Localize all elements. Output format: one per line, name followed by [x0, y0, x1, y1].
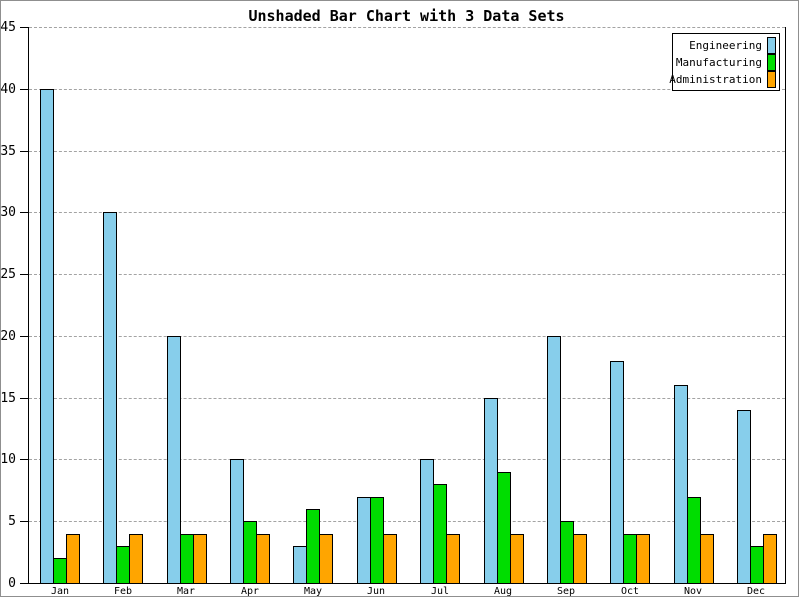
y-tick-0: [20, 583, 28, 584]
y-tick-label-45: 45: [0, 20, 16, 35]
bar-administration-may: [319, 533, 333, 584]
y-tick-25: [20, 274, 28, 276]
right-frame-line: [785, 27, 786, 583]
bar-administration-aug: [510, 533, 524, 584]
y-axis-line: [28, 27, 29, 583]
x-tick-label-dec: Dec: [746, 586, 766, 597]
bar-manufacturing-sep: [560, 521, 574, 584]
y-tick-label-40: 40: [0, 81, 16, 97]
y-gridline-45: [29, 27, 785, 28]
y-gridline-20: [29, 335, 785, 337]
y-tick-10: [20, 459, 28, 461]
bar-manufacturing-mar: [180, 533, 194, 584]
legend-row-engineering: Engineering: [676, 37, 776, 54]
bar-administration-jul: [446, 533, 460, 584]
bar-manufacturing-aug: [497, 471, 511, 584]
bar-engineering-feb: [103, 212, 117, 584]
y-tick-label-30: 30: [0, 205, 16, 221]
y-gridline-30: [29, 212, 785, 214]
bar-administration-jan: [66, 533, 80, 584]
x-tick-label-jan: Jan: [50, 586, 70, 597]
x-tick-label-may: May: [303, 586, 323, 597]
x-axis-line: [28, 583, 786, 584]
x-tick-label-jul: Jul: [430, 586, 450, 597]
y-tick-label-0: 0: [8, 576, 16, 591]
bar-administration-feb: [129, 533, 143, 584]
bar-engineering-dec: [737, 410, 751, 584]
bar-manufacturing-feb: [116, 545, 130, 584]
bar-engineering-aug: [484, 397, 498, 584]
bar-administration-dec: [763, 533, 777, 584]
y-tick-label-25: 25: [0, 267, 16, 283]
y-tick-label-10: 10: [0, 452, 16, 468]
bar-administration-apr: [256, 533, 270, 584]
bar-manufacturing-nov: [687, 496, 701, 584]
bar-manufacturing-may: [306, 508, 320, 584]
y-gridline-15: [29, 397, 785, 399]
x-tick-label-feb: Feb: [113, 586, 133, 597]
bar-engineering-mar: [167, 335, 181, 584]
bar-engineering-nov: [674, 385, 688, 584]
legend-label-engineering: Engineering: [689, 39, 762, 52]
y-tick-30: [20, 212, 28, 214]
bar-manufacturing-apr: [243, 521, 257, 584]
x-tick-label-nov: Nov: [683, 586, 703, 597]
y-tick-45: [20, 27, 28, 28]
y-tick-label-20: 20: [0, 328, 16, 344]
y-tick-label-15: 15: [0, 390, 16, 406]
x-tick-label-jun: Jun: [366, 586, 386, 597]
y-gridline-5: [29, 521, 785, 523]
chart-title: Unshaded Bar Chart with 3 Data Sets: [248, 7, 565, 25]
bar-engineering-jul: [420, 459, 434, 584]
x-tick-label-oct: Oct: [620, 586, 640, 597]
bar-administration-sep: [573, 533, 587, 584]
x-tick-label-sep: Sep: [556, 586, 576, 597]
bar-administration-mar: [193, 533, 207, 584]
bar-engineering-jun: [357, 496, 371, 584]
bar-manufacturing-jul: [433, 484, 447, 584]
bar-engineering-oct: [610, 360, 624, 584]
bar-engineering-jan: [40, 88, 54, 584]
y-tick-15: [20, 397, 28, 399]
bar-engineering-may: [293, 545, 307, 584]
bar-engineering-sep: [547, 335, 561, 584]
legend-swatch-administration: [767, 71, 776, 88]
y-tick-40: [20, 88, 28, 90]
bar-manufacturing-jun: [370, 496, 384, 584]
y-tick-label-5: 5: [8, 514, 16, 530]
y-gridline-40: [29, 88, 785, 90]
bar-administration-nov: [700, 533, 714, 584]
legend-row-administration: Administration: [669, 71, 776, 88]
y-gridline-10: [29, 459, 785, 461]
legend-row-manufacturing: Manufacturing: [676, 54, 776, 71]
legend-label-manufacturing: Manufacturing: [675, 56, 762, 69]
x-tick-label-apr: Apr: [240, 586, 260, 597]
y-tick-label-35: 35: [0, 143, 16, 159]
legend-swatch-engineering: [767, 37, 776, 54]
bar-administration-oct: [636, 533, 650, 584]
bar-administration-jun: [383, 533, 397, 584]
legend-label-administration: Administration: [669, 73, 762, 86]
legend-swatch-manufacturing: [767, 54, 776, 71]
y-tick-20: [20, 335, 28, 337]
x-tick-label-aug: Aug: [493, 586, 513, 597]
y-tick-5: [20, 521, 28, 523]
y-tick-35: [20, 150, 28, 152]
bar-manufacturing-dec: [750, 545, 764, 584]
bar-manufacturing-jan: [53, 558, 67, 584]
bar-manufacturing-oct: [623, 533, 637, 584]
bar-engineering-apr: [230, 459, 244, 584]
y-gridline-25: [29, 274, 785, 276]
x-tick-label-mar: Mar: [176, 586, 196, 597]
y-gridline-35: [29, 150, 785, 152]
legend-box: Engineering Manufacturing Administration: [669, 33, 780, 91]
